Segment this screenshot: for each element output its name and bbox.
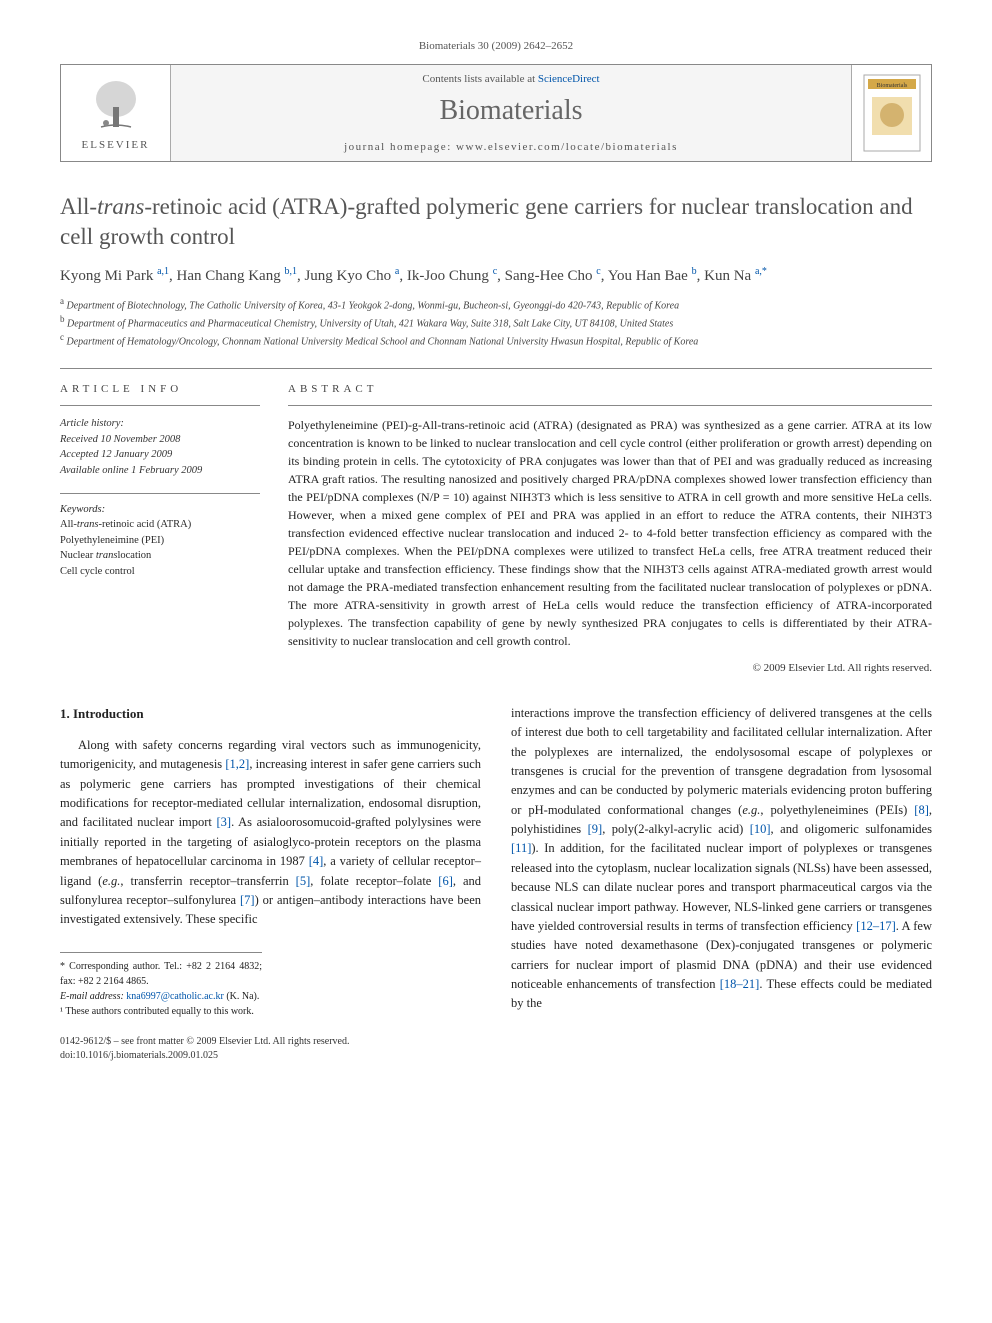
section-1-heading: 1. Introduction xyxy=(60,704,481,724)
citation-ref[interactable]: [18–21] xyxy=(720,977,760,991)
article-history-block: Article history: Received 10 November 20… xyxy=(60,416,260,479)
journal-homepage-line: journal homepage: www.elsevier.com/locat… xyxy=(344,141,678,153)
author-affil-sup: a,* xyxy=(755,266,767,277)
abstract-heading: ABSTRACT xyxy=(288,383,932,406)
author: Jung Kyo Cho xyxy=(304,268,391,284)
author: Ik-Joo Chung xyxy=(407,268,489,284)
keyword-item: All-trans-retinoic acid (ATRA) xyxy=(60,517,260,533)
received-line: Received 10 November 2008 xyxy=(60,432,260,448)
history-label: Article history: xyxy=(60,416,260,432)
author-affil-sup: a xyxy=(395,266,399,277)
abstract-copyright: © 2009 Elsevier Ltd. All rights reserved… xyxy=(288,662,932,674)
affiliations: a Department of Biotechnology, The Catho… xyxy=(60,295,932,350)
author: You Han Bae xyxy=(608,268,688,284)
author: Kyong Mi Park xyxy=(60,268,153,284)
cover-icon: Biomaterials xyxy=(862,73,922,153)
issn-line: 0142-9612/$ – see front matter © 2009 El… xyxy=(60,1035,481,1049)
email-line: E-mail address: kna6997@catholic.ac.kr (… xyxy=(60,989,262,1004)
authors-line: Kyong Mi Park a,1, Han Chang Kang b,1, J… xyxy=(60,266,932,285)
body-column-left: 1. Introduction Along with safety concer… xyxy=(60,704,481,1063)
contents-available-line: Contents lists available at ScienceDirec… xyxy=(422,73,599,85)
accepted-line: Accepted 12 January 2009 xyxy=(60,447,260,463)
citation-ref[interactable]: [7] xyxy=(240,893,255,907)
equal-contrib: ¹ These authors contributed equally to t… xyxy=(60,1004,262,1019)
homepage-url[interactable]: www.elsevier.com/locate/biomaterials xyxy=(456,141,678,153)
abstract-column: ABSTRACT Polyethyleneimine (PEI)-g-All-t… xyxy=(288,383,932,674)
online-line: Available online 1 February 2009 xyxy=(60,463,260,479)
footnotes-block: * Corresponding author. Tel.: +82 2 2164… xyxy=(60,952,262,1019)
citation-ref[interactable]: [11] xyxy=(511,841,531,855)
email-who: (K. Na). xyxy=(226,991,259,1002)
author-affil-sup: a,1 xyxy=(157,266,169,277)
author-affil-sup: c xyxy=(493,266,497,277)
keywords-label: Keywords: xyxy=(60,493,260,515)
title-part2: -retinoic acid (ATRA)-grafted polymeric … xyxy=(60,194,913,249)
body-two-columns: 1. Introduction Along with safety concer… xyxy=(60,704,932,1063)
citation-ref[interactable]: [6] xyxy=(438,874,453,888)
affiliation-line: c Department of Hematology/Oncology, Cho… xyxy=(60,331,932,349)
email-address[interactable]: kna6997@catholic.ac.kr xyxy=(126,991,224,1002)
body-column-right: interactions improve the transfection ef… xyxy=(511,704,932,1063)
intro-para-right: interactions improve the transfection ef… xyxy=(511,704,932,1014)
contents-prefix: Contents lists available at xyxy=(422,73,537,85)
citation-ref[interactable]: [10] xyxy=(750,822,771,836)
abstract-text: Polyethyleneimine (PEI)-g-All-trans-reti… xyxy=(288,416,932,650)
citation-ref[interactable]: [1,2] xyxy=(225,757,249,771)
info-abstract-row: ARTICLE INFO Article history: Received 1… xyxy=(60,368,932,674)
keywords-list: All-trans-retinoic acid (ATRA)Polyethyle… xyxy=(60,517,260,580)
article-info-column: ARTICLE INFO Article history: Received 1… xyxy=(60,383,260,674)
author: Sang-Hee Cho xyxy=(505,268,593,284)
affiliation-line: a Department of Biotechnology, The Catho… xyxy=(60,295,932,313)
elsevier-label: ELSEVIER xyxy=(82,139,150,151)
homepage-prefix: journal homepage: xyxy=(344,141,456,153)
keyword-item: Nuclear translocation xyxy=(60,548,260,564)
sciencedirect-link[interactable]: ScienceDirect xyxy=(538,73,600,85)
title-part1: All- xyxy=(60,194,97,219)
author-affil-sup: c xyxy=(596,266,600,277)
title-em: trans xyxy=(97,194,144,219)
keyword-item: Cell cycle control xyxy=(60,564,260,580)
publisher-logo-block: ELSEVIER xyxy=(61,65,171,161)
email-label: E-mail address: xyxy=(60,991,124,1002)
journal-header: ELSEVIER Contents lists available at Sci… xyxy=(60,64,932,162)
author-affil-sup: b,1 xyxy=(284,266,297,277)
svg-text:Biomaterials: Biomaterials xyxy=(876,83,907,89)
article-title: All-trans-retinoic acid (ATRA)-grafted p… xyxy=(60,192,932,252)
header-citation: Biomaterials 30 (2009) 2642–2652 xyxy=(60,40,932,52)
intro-para-left: Along with safety concerns regarding vir… xyxy=(60,736,481,930)
keyword-item: Polyethyleneimine (PEI) xyxy=(60,533,260,549)
journal-name: Biomaterials xyxy=(439,95,582,127)
author-affil-sup: b xyxy=(692,266,697,277)
doi-line: doi:10.1016/j.biomaterials.2009.01.025 xyxy=(60,1049,481,1063)
citation-ref[interactable]: [9] xyxy=(588,822,603,836)
author: Kun Na xyxy=(704,268,751,284)
header-center: Contents lists available at ScienceDirec… xyxy=(171,65,851,161)
citation-ref[interactable]: [12–17] xyxy=(856,919,896,933)
article-info-heading: ARTICLE INFO xyxy=(60,383,260,406)
citation-ref[interactable]: [5] xyxy=(296,874,311,888)
footer-bar: 0142-9612/$ – see front matter © 2009 El… xyxy=(60,1035,481,1063)
citation-ref[interactable]: [3] xyxy=(217,815,232,829)
corresponding-author: * Corresponding author. Tel.: +82 2 2164… xyxy=(60,959,262,989)
citation-ref[interactable]: [8] xyxy=(914,803,929,817)
cover-thumbnail: Biomaterials xyxy=(851,65,931,161)
author: Han Chang Kang xyxy=(177,268,281,284)
elsevier-tree-icon xyxy=(86,75,146,135)
citation-ref[interactable]: [4] xyxy=(309,854,324,868)
affiliation-line: b Department of Pharmaceutics and Pharma… xyxy=(60,313,932,331)
